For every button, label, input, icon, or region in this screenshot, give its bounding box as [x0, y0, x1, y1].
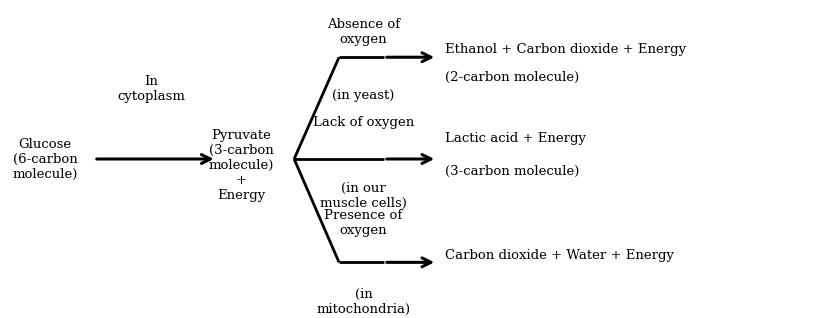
Text: (3-carbon molecule): (3-carbon molecule): [445, 165, 579, 178]
Text: (2-carbon molecule): (2-carbon molecule): [445, 72, 579, 84]
Text: Lack of oxygen: Lack of oxygen: [313, 116, 414, 129]
Text: In
cytoplasm: In cytoplasm: [117, 75, 185, 103]
Text: Presence of
oxygen: Presence of oxygen: [324, 209, 403, 237]
Text: Ethanol + Carbon dioxide + Energy: Ethanol + Carbon dioxide + Energy: [445, 43, 686, 56]
Text: Pyruvate
(3-carbon
molecule)
+
Energy: Pyruvate (3-carbon molecule) + Energy: [208, 129, 274, 202]
Text: Carbon dioxide + Water + Energy: Carbon dioxide + Water + Energy: [445, 250, 674, 262]
Text: Lactic acid + Energy: Lactic acid + Energy: [445, 132, 587, 145]
Text: Absence of
oxygen: Absence of oxygen: [327, 18, 400, 46]
Text: (in
mitochondria): (in mitochondria): [316, 288, 411, 316]
Text: (in our
muscle cells): (in our muscle cells): [320, 182, 407, 210]
Text: Glucose
(6-carbon
molecule): Glucose (6-carbon molecule): [12, 137, 78, 181]
Text: (in yeast): (in yeast): [333, 89, 395, 102]
